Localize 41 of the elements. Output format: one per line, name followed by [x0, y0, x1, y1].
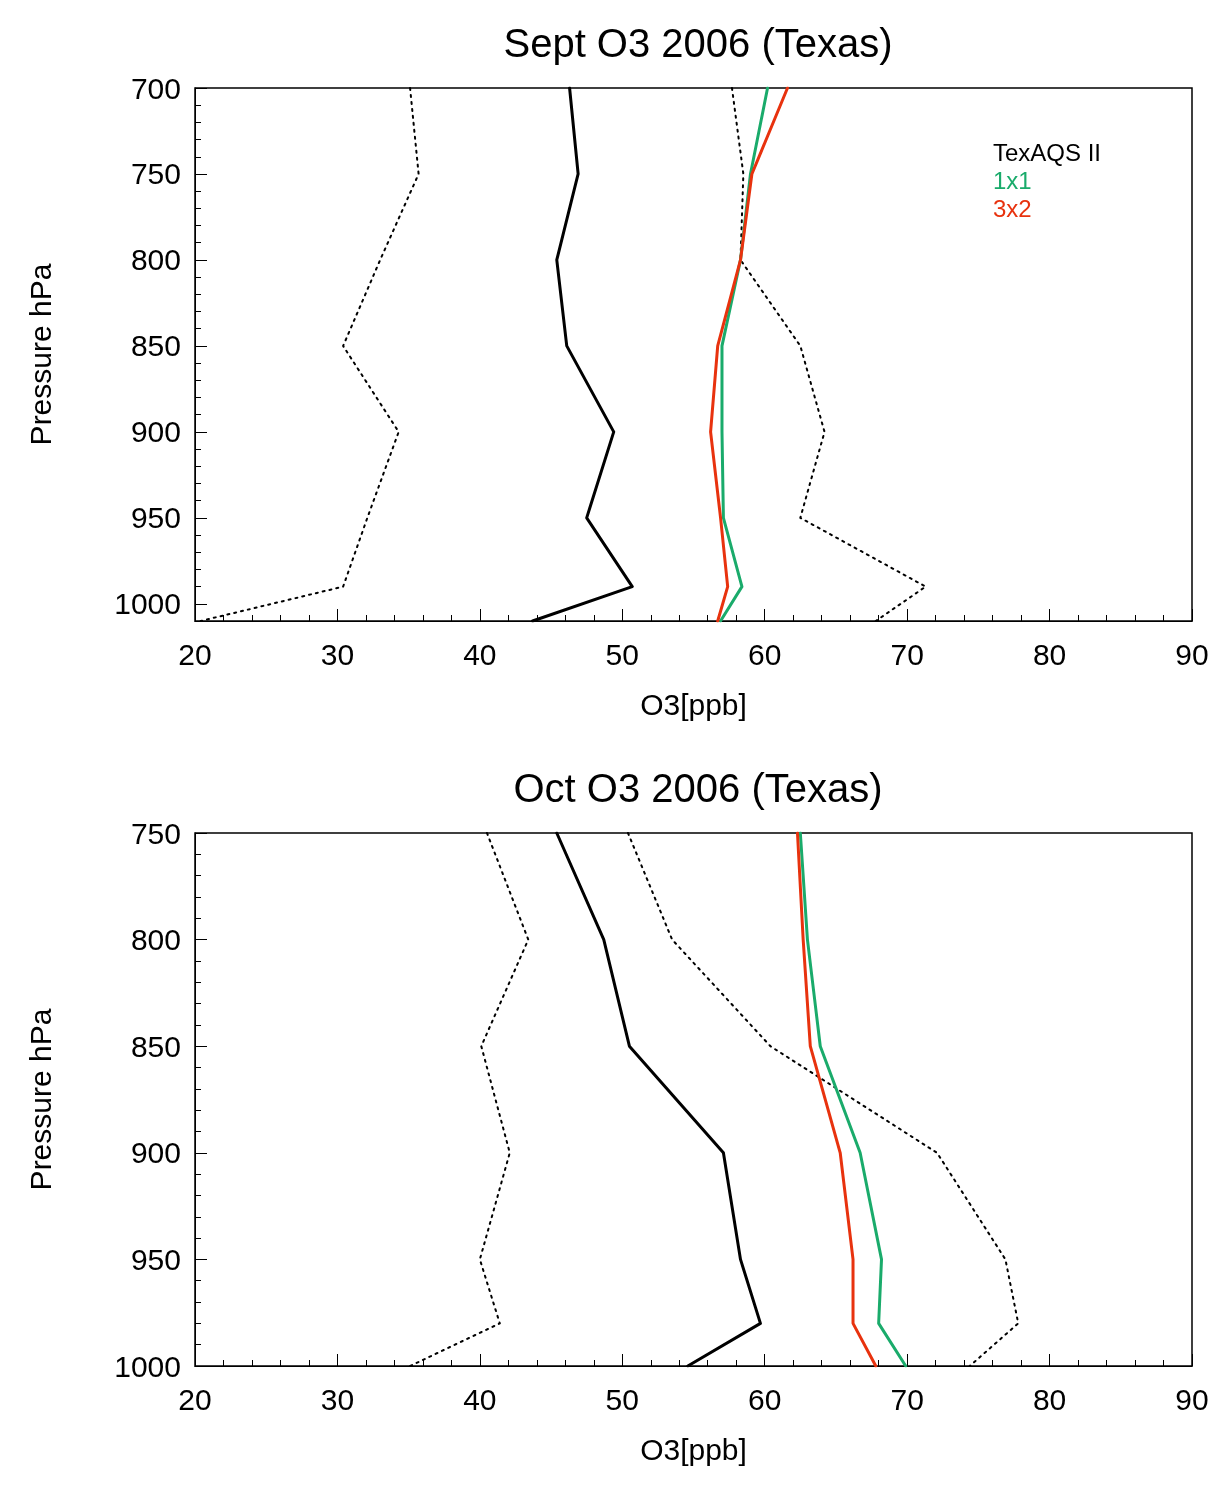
y-tick-label: 850 [130, 329, 181, 363]
y-tick-label: 950 [130, 501, 181, 535]
y-tick-label: 800 [130, 923, 181, 957]
text: 1x1 [992, 166, 1032, 194]
x-tick-label: 30 [320, 637, 355, 671]
line-series [798, 831, 908, 1368]
y-tick-label: 1000 [114, 587, 181, 621]
x-tick-label: 60 [748, 637, 782, 671]
x-tick-label: 70 [890, 1382, 924, 1416]
y-tick-label: 800 [130, 243, 181, 277]
line-series [709, 86, 789, 623]
x-axis-title: O3[ppb] [640, 1432, 747, 1466]
y-tick-label: 900 [130, 1136, 181, 1170]
x-tick-label: 30 [320, 1382, 355, 1416]
y-tick-label: 950 [130, 1242, 181, 1276]
chart-title: Oct O3 2006 (Texas) [513, 766, 883, 810]
y-tick-label: 700 [130, 71, 181, 105]
y-tick-label: 750 [130, 157, 181, 191]
x-tick-label: 40 [463, 637, 497, 671]
x-tick-label: 50 [605, 1382, 639, 1416]
y-axis-title: Pressure hPa [23, 1008, 57, 1191]
x-tick-label: 60 [748, 1382, 782, 1416]
x-tick-label: 20 [178, 637, 212, 671]
y-tick-label: 1000 [114, 1349, 181, 1383]
text: TexAQS II [992, 138, 1102, 166]
y-tick-label: 850 [130, 1029, 181, 1063]
x-tick-label: 20 [178, 1382, 212, 1416]
x-tick-label: 90 [1175, 1382, 1209, 1416]
x-tick-label: 80 [1032, 637, 1067, 671]
y-tick-label: 750 [130, 816, 181, 850]
x-tick-label: 40 [463, 1382, 497, 1416]
x-tick-label: 80 [1032, 1382, 1067, 1416]
x-tick-label: 90 [1175, 637, 1209, 671]
y-axis-title: Pressure hPa [23, 263, 57, 446]
x-tick-label: 50 [605, 637, 639, 671]
text: 3x2 [992, 194, 1032, 222]
x-tick-label: 70 [890, 637, 924, 671]
chart-title: Sept O3 2006 (Texas) [503, 21, 893, 65]
x-axis-title: O3[ppb] [640, 687, 747, 721]
y-tick-label: 900 [130, 415, 181, 449]
line-series [795, 831, 878, 1368]
